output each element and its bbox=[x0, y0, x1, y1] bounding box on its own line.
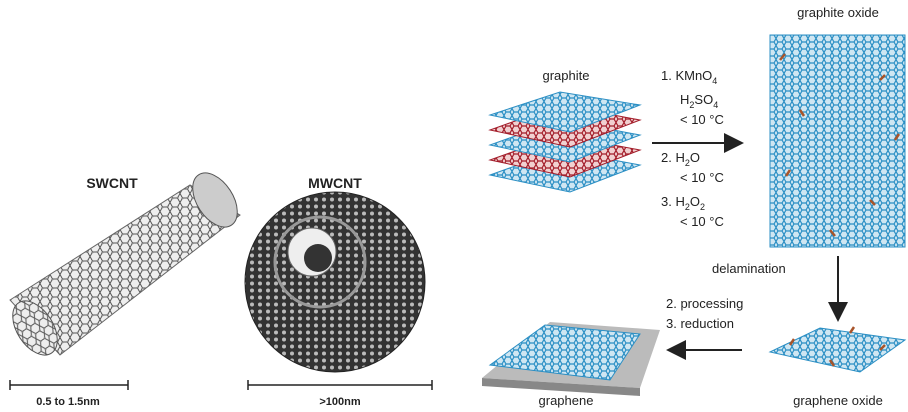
mwcnt-scale-label: >100nm bbox=[319, 396, 360, 408]
condition-line: 3. H2O2 bbox=[661, 194, 705, 212]
condition-text: SO bbox=[694, 92, 713, 107]
processing-step: 2. processing bbox=[666, 296, 743, 311]
graphite-illustration bbox=[490, 92, 640, 192]
swcnt-label: SWCNT bbox=[86, 175, 138, 191]
condition-line: < 10 °C bbox=[680, 112, 724, 127]
graphene-oxide-illustration bbox=[770, 327, 905, 372]
graphite-label: graphite bbox=[543, 68, 590, 83]
reduction-step: 3. reduction bbox=[666, 316, 734, 331]
condition-text: 1. KMnO bbox=[661, 68, 712, 83]
subscript: 2 bbox=[700, 202, 705, 212]
graphene-oxide-label: graphene oxide bbox=[793, 393, 883, 408]
mwcnt-label: MWCNT bbox=[308, 175, 362, 191]
condition-line: < 10 °C bbox=[680, 214, 724, 229]
condition-text: O bbox=[690, 194, 700, 209]
condition-line: H2SO4 bbox=[680, 92, 718, 110]
graphite-oxide-label: graphite oxide bbox=[797, 5, 879, 20]
delamination-label: delamination bbox=[712, 261, 786, 276]
graphene-illustration bbox=[482, 322, 660, 396]
graphene-label: graphene bbox=[539, 393, 594, 408]
swcnt-scale-bar bbox=[10, 380, 128, 390]
condition-text: < 10 °C bbox=[680, 214, 724, 229]
mwcnt-illustration bbox=[245, 192, 425, 372]
subscript: 4 bbox=[713, 100, 718, 110]
graphite-oxide-illustration bbox=[770, 35, 905, 247]
condition-text: O bbox=[690, 150, 700, 165]
condition-text: < 10 °C bbox=[680, 170, 724, 185]
condition-line: 1. KMnO4 bbox=[661, 68, 717, 86]
condition-text: 3. H bbox=[661, 194, 685, 209]
condition-line: 2. H2O bbox=[661, 150, 700, 168]
condition-text: 2. H bbox=[661, 150, 685, 165]
figure: SWCNT 0.5 to 1.5nm MWCNT >100nm graphite… bbox=[0, 0, 908, 412]
mwcnt-scale-bar bbox=[248, 380, 432, 390]
condition-line: < 10 °C bbox=[680, 170, 724, 185]
condition-text: < 10 °C bbox=[680, 112, 724, 127]
condition-text: H bbox=[680, 92, 689, 107]
subscript: 4 bbox=[712, 76, 717, 86]
swcnt-illustration bbox=[4, 165, 247, 363]
swcnt-scale-label: 0.5 to 1.5nm bbox=[36, 396, 100, 408]
